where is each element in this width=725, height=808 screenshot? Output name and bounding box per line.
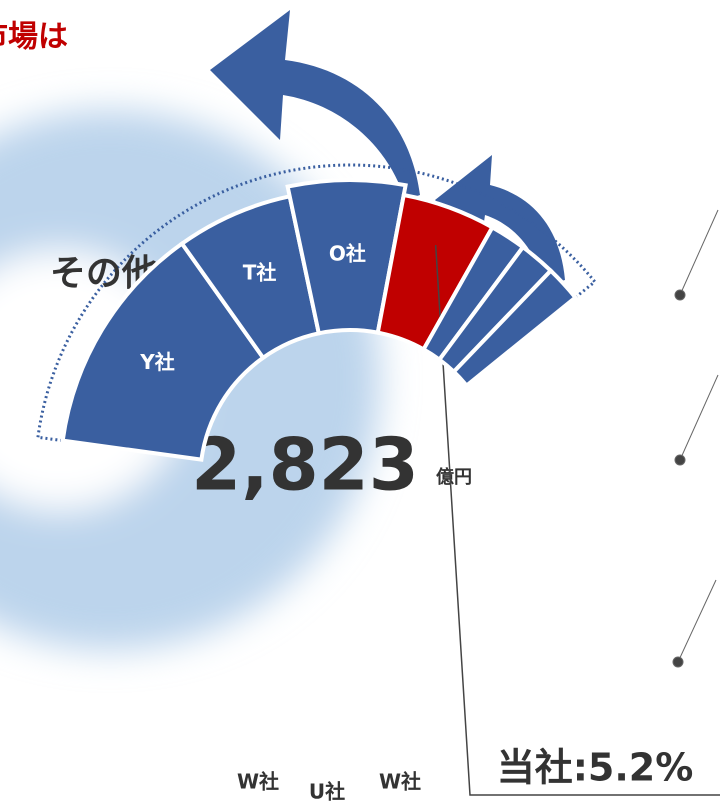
- arrow: [210, 10, 420, 200]
- value-label: 当社:5.2%: [497, 746, 694, 790]
- segment-label: W社: [379, 770, 421, 794]
- segment-label: T社: [243, 260, 277, 284]
- segment-label: Y社: [139, 350, 174, 374]
- segment: [285, 178, 408, 336]
- segment: [450, 267, 579, 389]
- segment-label: O社: [329, 242, 366, 266]
- heading: 市場は: [0, 20, 68, 55]
- leader-line: [434, 245, 720, 796]
- pointers: [672, 209, 719, 668]
- total: 2,823: [191, 423, 419, 507]
- segment-label: W社: [237, 770, 279, 794]
- total-unit: 億円: [436, 466, 472, 488]
- segment-label: U社: [309, 780, 345, 804]
